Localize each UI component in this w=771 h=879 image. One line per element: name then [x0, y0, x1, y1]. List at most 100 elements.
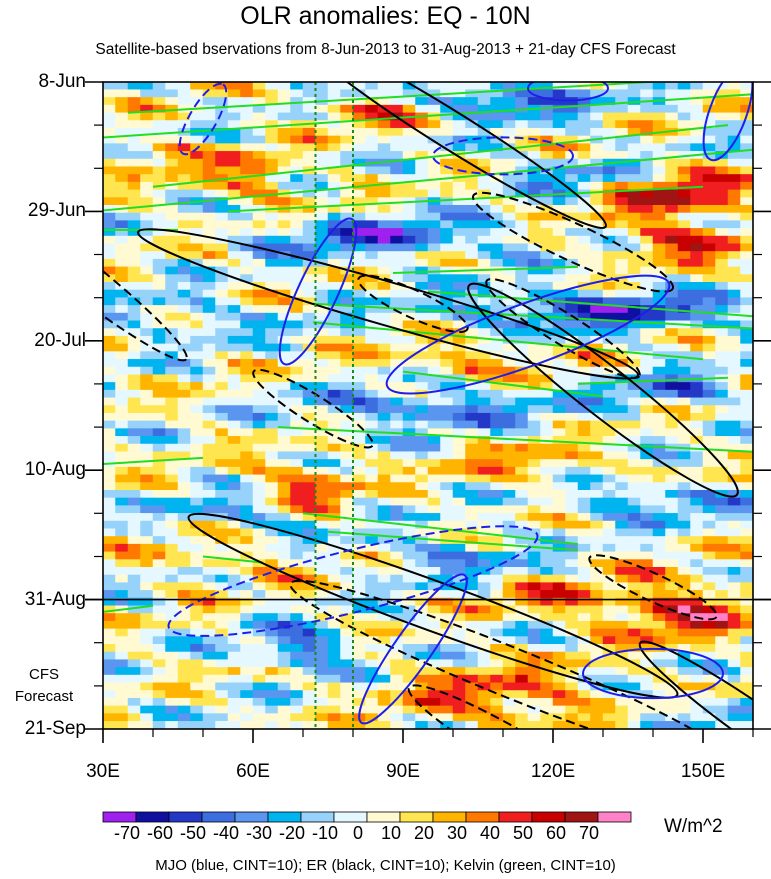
anomaly-cell [677, 112, 691, 121]
anomaly-cell [352, 235, 366, 244]
y-tick-label: 21-Sep [24, 718, 86, 739]
anomaly-cell [127, 274, 141, 283]
anomaly-cell [290, 243, 304, 252]
anomaly-cell [740, 143, 753, 152]
anomaly-cell [465, 466, 479, 476]
anomaly-cell [665, 459, 679, 468]
anomaly-cell [552, 674, 566, 684]
anomaly-cell [452, 613, 466, 622]
anomaly-cell [577, 428, 591, 437]
anomaly-cell [640, 166, 654, 175]
anomaly-cell [140, 89, 154, 98]
anomaly-cell [377, 628, 391, 637]
anomaly-cell [727, 551, 741, 560]
anomaly-cell [577, 220, 591, 229]
anomaly-cell [402, 428, 416, 437]
anomaly-cell [103, 597, 116, 607]
anomaly-cell [340, 628, 354, 637]
anomaly-cell [702, 397, 716, 406]
anomaly-cell [165, 474, 179, 483]
anomaly-cell [127, 436, 141, 445]
anomaly-cell [740, 82, 753, 90]
er-contour [638, 640, 753, 729]
anomaly-cell [240, 112, 254, 121]
anomaly-cell [677, 682, 691, 691]
anomaly-cell [140, 644, 154, 653]
anomaly-cell [577, 127, 591, 137]
anomaly-cell [740, 705, 753, 714]
anomaly-cell [290, 127, 304, 137]
anomaly-cell [265, 166, 279, 175]
anomaly-cell [115, 667, 129, 676]
anomaly-cell [290, 343, 304, 352]
anomaly-cell [427, 497, 441, 506]
anomaly-cell [340, 644, 354, 653]
anomaly-cell [103, 266, 116, 275]
anomaly-cell [377, 567, 391, 576]
anomaly-cell [552, 282, 566, 291]
anomaly-cell [527, 151, 541, 160]
anomaly-cell [227, 674, 241, 684]
anomaly-cell [727, 189, 741, 198]
anomaly-cell [577, 228, 591, 237]
anomaly-cell [390, 251, 404, 260]
anomaly-cell [327, 443, 341, 452]
anomaly-cell [552, 266, 566, 275]
er-contour [467, 282, 739, 498]
anomaly-cell [665, 89, 679, 98]
anomaly-cell [727, 705, 741, 714]
anomaly-cell [140, 97, 154, 106]
anomaly-cell [527, 474, 541, 483]
anomaly-cell [327, 312, 341, 322]
anomaly-cell [227, 228, 241, 237]
anomaly-cell [590, 266, 604, 275]
anomaly-cell [152, 127, 166, 137]
anomaly-cell [715, 251, 729, 260]
anomaly-cell [727, 651, 741, 660]
anomaly-cell [415, 174, 429, 183]
anomaly-cell [415, 405, 429, 414]
anomaly-cell [240, 682, 254, 691]
anomaly-cell [715, 628, 729, 637]
anomaly-cell [515, 690, 529, 699]
anomaly-cell [165, 282, 179, 291]
anomaly-cell [415, 297, 429, 306]
colorbar-label: -10 [311, 823, 338, 843]
anomaly-cell [140, 189, 154, 198]
kelvin-contour [103, 604, 154, 613]
anomaly-cell [140, 420, 154, 429]
anomaly-cell [727, 204, 741, 214]
anomaly-cell [465, 551, 479, 560]
anomaly-cell [252, 397, 266, 406]
anomaly-cell [152, 659, 166, 668]
anomaly-cell [177, 497, 191, 506]
anomaly-cell [715, 644, 729, 653]
anomaly-cell [502, 420, 516, 429]
anomaly-cell [352, 636, 366, 645]
anomaly-cell [615, 474, 629, 483]
anomaly-cell [315, 636, 329, 645]
anomaly-cell [427, 166, 441, 175]
anomaly-cell [490, 482, 504, 491]
anomaly-cell [452, 644, 466, 653]
anomaly-cell [190, 466, 204, 476]
anomaly-cell [727, 674, 741, 684]
anomaly-cell [390, 266, 404, 275]
anomaly-cell [115, 474, 129, 483]
anomaly-cell [415, 420, 429, 429]
anomaly-cell [602, 567, 616, 576]
anomaly-cell [315, 274, 329, 283]
anomaly-cell [677, 151, 691, 160]
anomaly-cell [190, 212, 204, 221]
anomaly-cell [677, 690, 691, 699]
anomaly-cell [352, 305, 366, 314]
anomaly-cell [615, 613, 629, 622]
anomaly-cell [490, 328, 504, 337]
anomaly-cell [602, 397, 616, 406]
anomaly-cell [115, 104, 129, 114]
anomaly-cell [690, 282, 704, 291]
anomaly-cell [202, 574, 216, 583]
anomaly-cell [565, 721, 579, 729]
anomaly-cell [140, 489, 154, 499]
anomaly-cell [552, 212, 566, 221]
